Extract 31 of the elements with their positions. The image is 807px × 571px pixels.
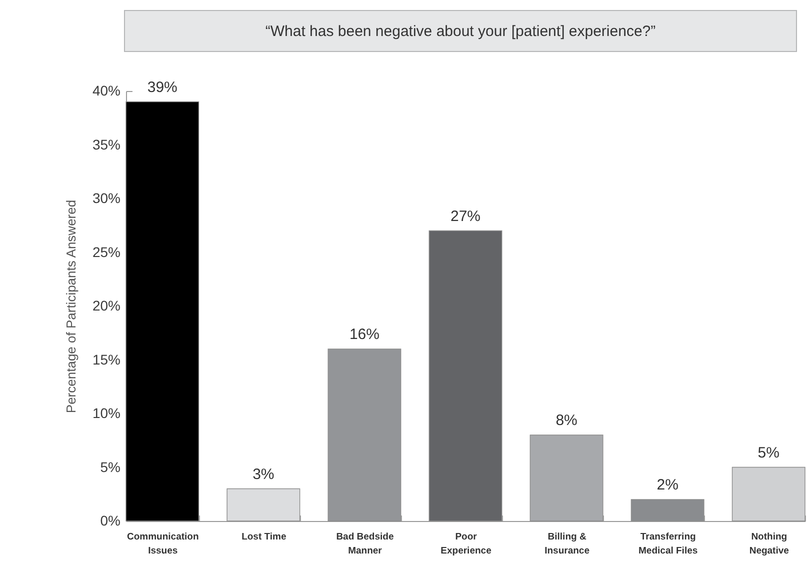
x-tick-label: Lost Time	[242, 532, 286, 542]
x-tick-label: Billing & Insurance	[544, 532, 590, 556]
y-tick-label: 25%	[92, 244, 120, 260]
y-tick-label: 40%	[92, 82, 120, 98]
y-tick-label: 0%	[100, 512, 120, 528]
x-tick-label: Poor Experience	[440, 532, 492, 556]
y-tick-label: 10%	[92, 405, 120, 421]
data-label: 3%	[252, 466, 274, 483]
y-tick-label: 15%	[92, 351, 120, 368]
bar	[732, 466, 806, 522]
x-tick-label: Communication Issues	[126, 532, 199, 556]
bar	[428, 230, 502, 522]
data-label: 5%	[758, 444, 780, 462]
y-axis-title: Percentage of Participants Answered	[63, 200, 78, 414]
data-label: 16%	[349, 326, 380, 343]
x-tick-label: Nothing Negative	[749, 532, 789, 556]
bar	[630, 499, 704, 522]
x-tick-label: Bad Bedside Manner	[336, 532, 394, 556]
y-tick-label: 20%	[92, 298, 120, 314]
chart-title: “What has been negative about your [patient] experience?”	[124, 10, 797, 52]
data-label: 2%	[656, 476, 678, 494]
bar	[126, 101, 200, 522]
y-tick-label: 35%	[92, 136, 120, 152]
data-label: 8%	[556, 412, 578, 429]
data-label: 39%	[147, 78, 178, 96]
bar	[530, 434, 604, 522]
data-label: 27%	[450, 208, 481, 225]
y-tick-label: 30%	[92, 190, 120, 206]
x-tick-label: Transferring Medical Files	[638, 532, 698, 556]
y-tick-label: 5%	[100, 458, 120, 475]
bar	[226, 488, 300, 522]
